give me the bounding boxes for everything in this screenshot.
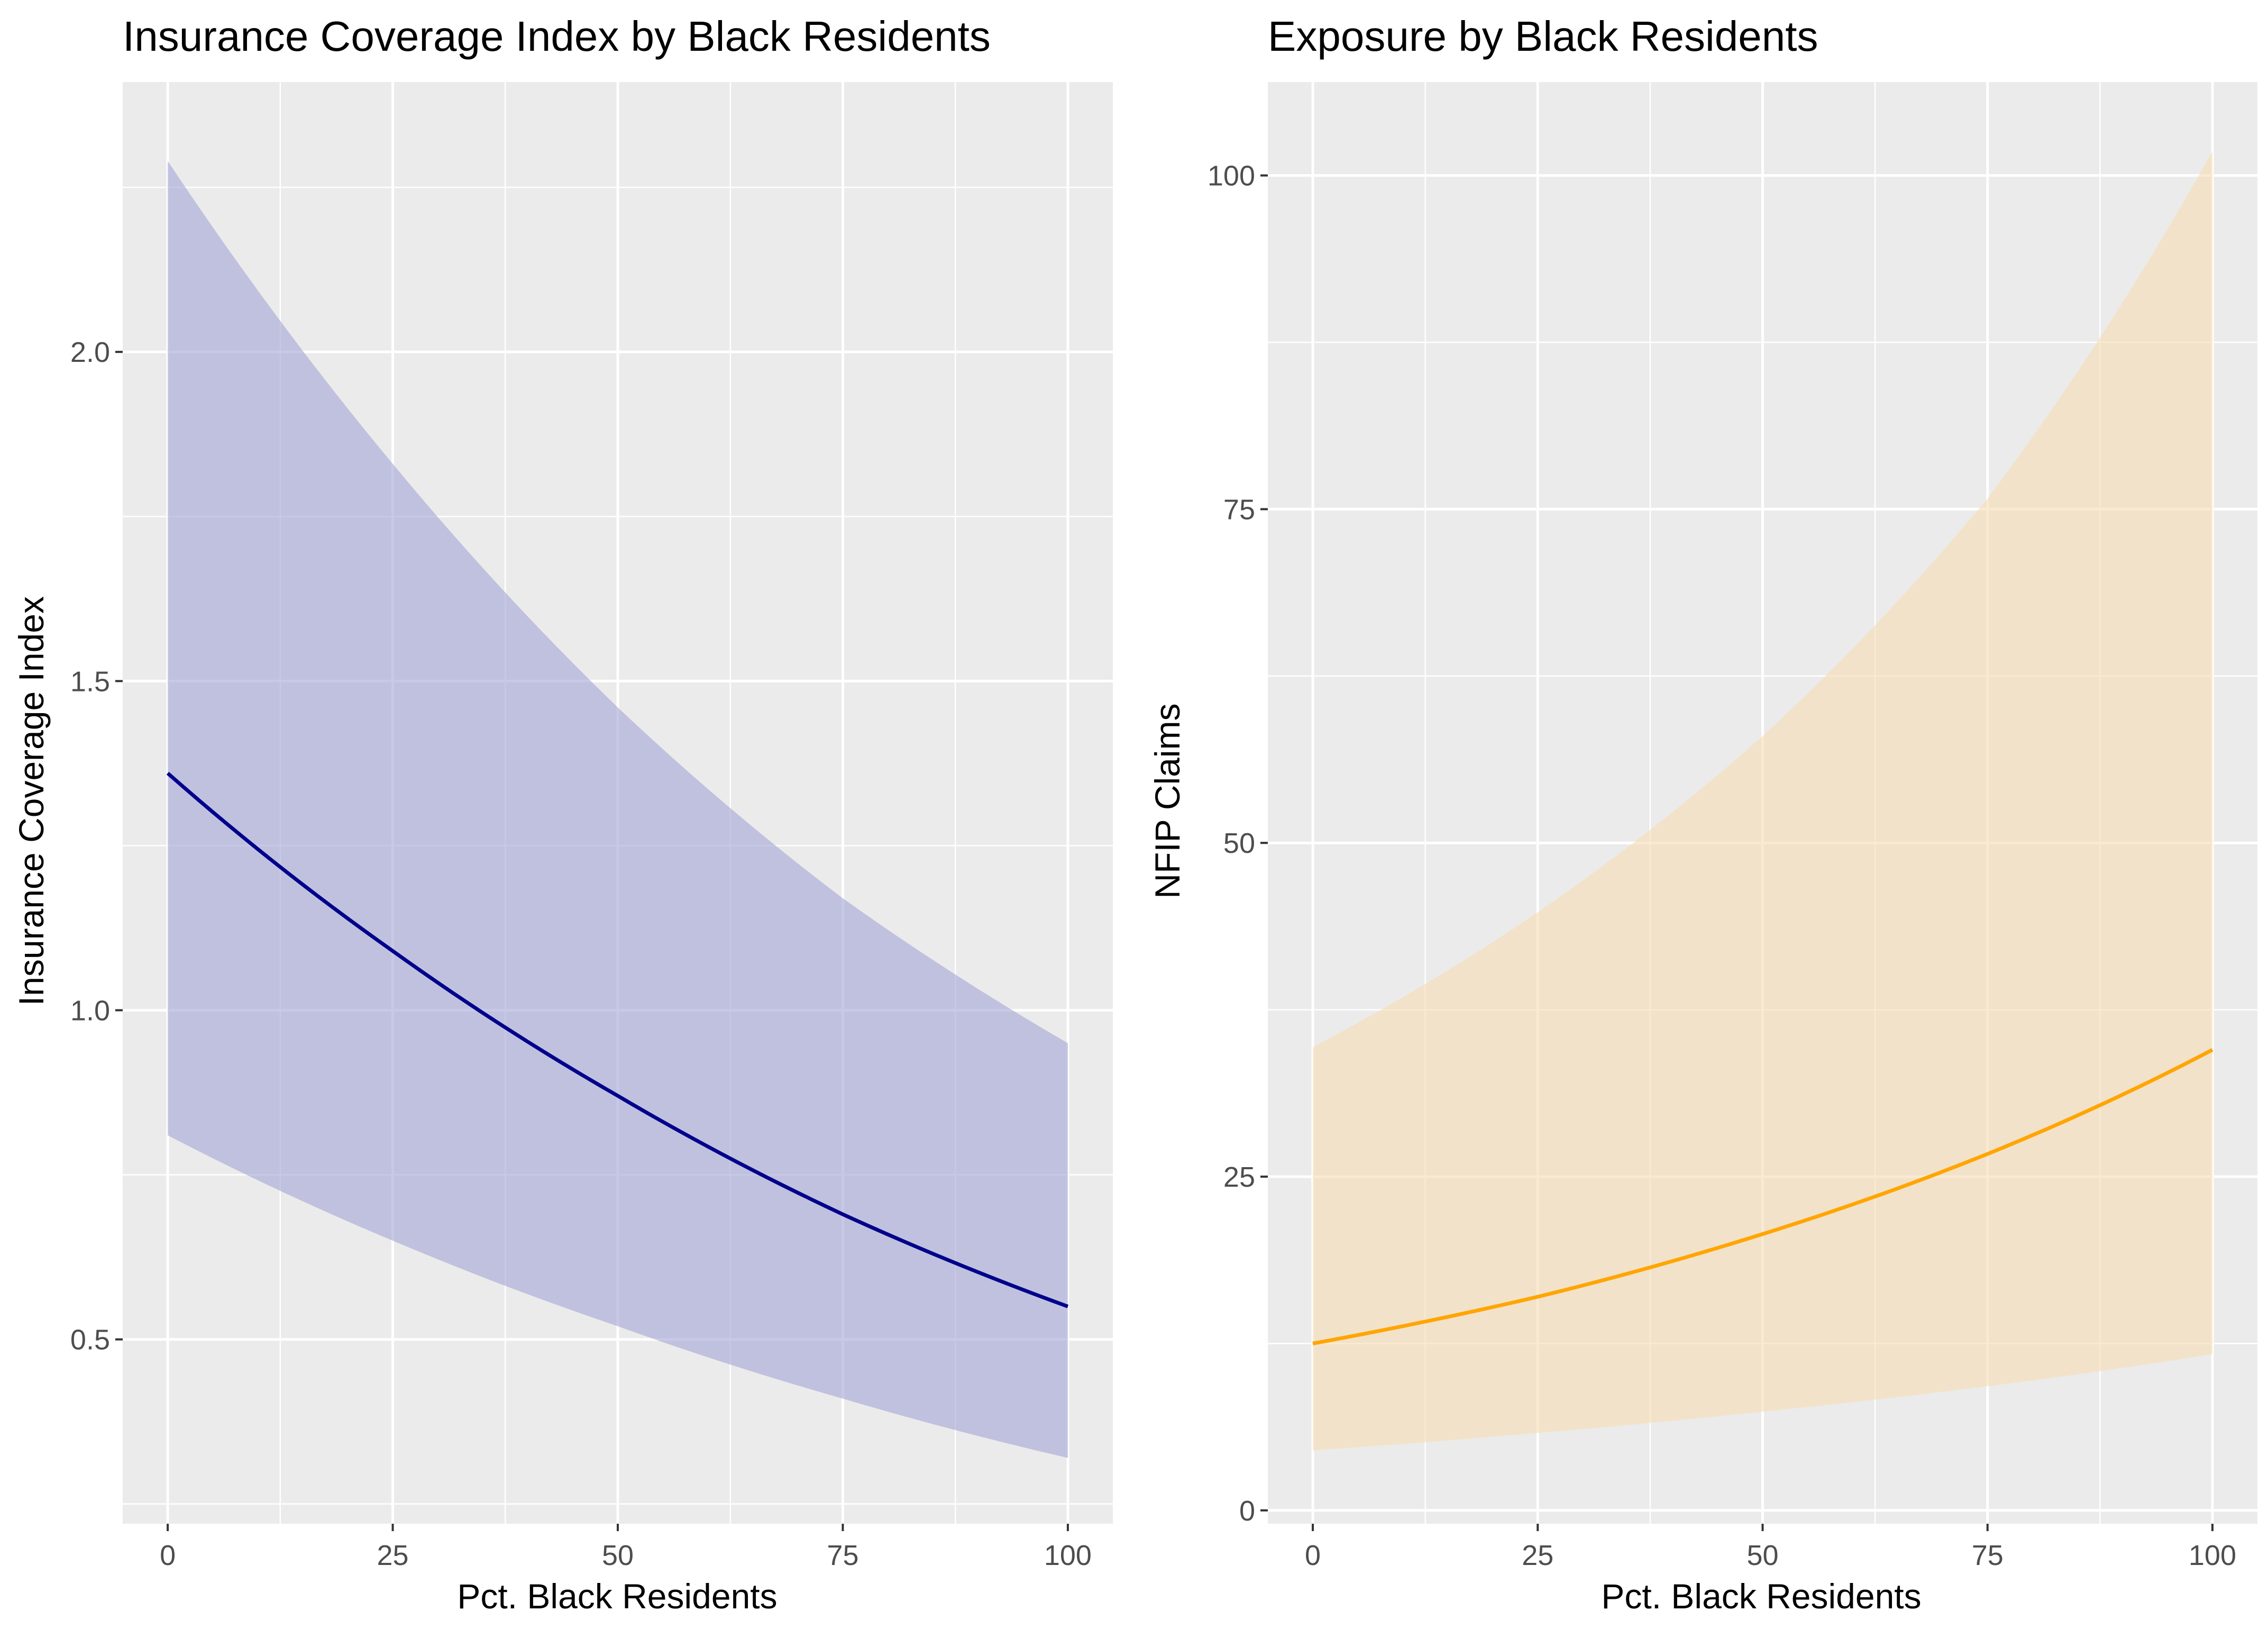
x-tick-label: 75 — [827, 1540, 858, 1571]
x-tick-label: 25 — [1522, 1540, 1553, 1571]
y-tick-label: 0.5 — [70, 1324, 110, 1356]
y-tick-label: 0 — [1239, 1495, 1255, 1527]
x-axis-label: Pct. Black Residents — [457, 1577, 777, 1616]
axis-ticks: 0 25 50 75 100 0 25 50 75 100 — [1208, 160, 2236, 1571]
y-tick-label: 1.5 — [70, 666, 110, 697]
chart-title: Insurance Coverage Index by Black Reside… — [123, 13, 991, 60]
y-axis-label: Insurance Coverage Index — [12, 596, 51, 1006]
y-tick-label: 50 — [1223, 827, 1255, 859]
x-tick-label: 50 — [1746, 1540, 1778, 1571]
x-tick-label: 75 — [1972, 1540, 2004, 1571]
x-tick-label: 25 — [377, 1540, 409, 1571]
confidence-ribbon — [1313, 151, 2212, 1451]
y-tick-label: 75 — [1223, 494, 1255, 525]
y-tick-label: 2.0 — [70, 336, 110, 368]
confidence-ribbon-group — [1313, 151, 2212, 1451]
panel-nfip-exposure: Exposure by Black Residents 0 25 50 75 100 0 2… — [1148, 13, 2257, 1616]
x-tick-label: 50 — [602, 1540, 634, 1571]
x-tick-label: 0 — [160, 1540, 176, 1571]
estimate-line-group — [166, 771, 1069, 1308]
x-axis-label: Pct. Black Residents — [1601, 1577, 1921, 1616]
confidence-ribbon-group — [168, 161, 1068, 1458]
estimate-line-group — [1312, 1048, 2214, 1345]
y-tick-label: 1.0 — [70, 995, 110, 1026]
y-tick-label: 25 — [1223, 1161, 1255, 1193]
y-axis-label: NFIP Claims — [1148, 703, 1187, 898]
confidence-ribbon — [168, 161, 1068, 1458]
axis-ticks: 0 25 50 75 100 0.5 1.0 1.5 2.0 — [70, 336, 1092, 1571]
chart-title: Exposure by Black Residents — [1268, 13, 1818, 60]
x-tick-label: 0 — [1305, 1540, 1321, 1571]
x-tick-label: 100 — [1044, 1540, 1092, 1571]
x-tick-label: 100 — [2189, 1540, 2236, 1571]
y-tick-label: 100 — [1208, 160, 1255, 192]
panel-insurance-coverage: Insurance Coverage Index by Black Reside… — [12, 13, 1113, 1616]
